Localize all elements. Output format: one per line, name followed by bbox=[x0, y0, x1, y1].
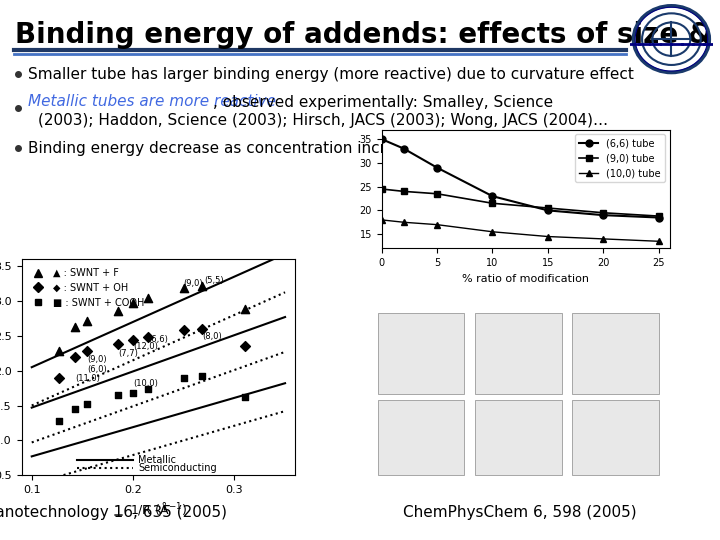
Point bbox=[70, 404, 81, 413]
(10,0) tube bbox=[599, 235, 608, 242]
Text: Semiconducting: Semiconducting bbox=[138, 463, 217, 473]
Text: Binding energy decrease as concentration increases: Binding energy decrease as concentration… bbox=[28, 140, 430, 156]
Text: (7,7): (7,7) bbox=[118, 349, 138, 358]
Point bbox=[239, 342, 251, 350]
Text: ChemPhysChem 6, 598 (2005): ChemPhysChem 6, 598 (2005) bbox=[403, 504, 636, 519]
(9,0) tube bbox=[599, 210, 608, 216]
Text: (c): (c) bbox=[574, 316, 589, 326]
Line: (6,6) tube: (6,6) tube bbox=[378, 136, 662, 221]
Text: (b): (b) bbox=[477, 316, 492, 326]
(10,0) tube bbox=[654, 238, 663, 245]
Text: (e): (e) bbox=[477, 402, 492, 413]
Point bbox=[197, 325, 208, 333]
Point bbox=[143, 293, 154, 302]
(9,0) tube bbox=[433, 191, 441, 197]
(10,0) tube bbox=[433, 221, 441, 228]
Text: (d): (d) bbox=[379, 402, 395, 413]
(6,6) tube bbox=[544, 207, 552, 214]
Point bbox=[112, 340, 124, 348]
(10,0) tube bbox=[544, 233, 552, 240]
Text: (2003); Haddon, Science (2003); Hirsch, JACS (2003); Wong, JACS (2004)…: (2003); Haddon, Science (2003); Hirsch, … bbox=[38, 112, 608, 127]
Point bbox=[81, 316, 93, 325]
Point bbox=[81, 347, 93, 355]
Text: (10,0): (10,0) bbox=[133, 379, 158, 388]
Line: (9,0) tube: (9,0) tube bbox=[378, 186, 662, 220]
Legend: (6,6) tube, (9,0) tube, (10,0) tube: (6,6) tube, (9,0) tube, (10,0) tube bbox=[575, 134, 665, 182]
Text: Binding energy of addends: effects of size & concentration: Binding energy of addends: effects of si… bbox=[15, 21, 720, 49]
Point bbox=[112, 307, 124, 316]
Text: (11,0): (11,0) bbox=[76, 374, 100, 383]
Point bbox=[81, 400, 93, 408]
Point bbox=[53, 373, 65, 382]
Text: (f): (f) bbox=[574, 402, 587, 413]
(10,0) tube bbox=[488, 228, 497, 235]
Point bbox=[70, 323, 81, 332]
Point bbox=[143, 333, 154, 342]
Point bbox=[143, 385, 154, 394]
Point bbox=[53, 416, 65, 425]
Text: Smaller tube has larger binding energy (more reactive) due to curvature effect: Smaller tube has larger binding energy (… bbox=[28, 66, 634, 82]
Text: (a): (a) bbox=[379, 316, 395, 326]
(6,6) tube bbox=[433, 164, 441, 171]
Text: (8,0): (8,0) bbox=[202, 333, 222, 341]
Text: (6,0): (6,0) bbox=[87, 365, 107, 374]
X-axis label: % ratio of modification: % ratio of modification bbox=[462, 274, 589, 284]
(10,0) tube bbox=[377, 217, 386, 223]
Point bbox=[178, 284, 189, 293]
Point bbox=[112, 391, 124, 400]
Point bbox=[127, 389, 139, 397]
(9,0) tube bbox=[654, 213, 663, 219]
Text: Metallic: Metallic bbox=[138, 455, 176, 465]
Point bbox=[239, 393, 251, 401]
Text: (12,0): (12,0) bbox=[133, 342, 158, 351]
Text: Nanotechnology 16, 635 (2005): Nanotechnology 16, 635 (2005) bbox=[0, 504, 227, 519]
(6,6) tube bbox=[488, 193, 497, 199]
X-axis label: 1/R (Å$^{-1}$): 1/R (Å$^{-1}$) bbox=[130, 501, 187, 517]
(6,6) tube bbox=[377, 136, 386, 143]
(9,0) tube bbox=[544, 205, 552, 211]
Text: (9,0): (9,0) bbox=[184, 280, 203, 288]
Text: Metallic tubes are more reactive: Metallic tubes are more reactive bbox=[28, 94, 276, 110]
Point bbox=[53, 347, 65, 355]
Legend: ▲ : SWNT + F, ◆ : SWNT + OH, ■ : SWNT + COOH: ▲ : SWNT + F, ◆ : SWNT + OH, ■ : SWNT + … bbox=[27, 264, 148, 312]
Text: (9,0): (9,0) bbox=[87, 355, 107, 364]
(9,0) tube bbox=[377, 186, 386, 192]
(10,0) tube bbox=[400, 219, 408, 226]
Line: (10,0) tube: (10,0) tube bbox=[378, 217, 662, 245]
Point bbox=[197, 281, 208, 290]
Text: , observed experimentally: Smalley, Science: , observed experimentally: Smalley, Scie… bbox=[213, 94, 553, 110]
(9,0) tube bbox=[488, 200, 497, 206]
Text: (6,6): (6,6) bbox=[148, 335, 168, 344]
(6,6) tube bbox=[654, 214, 663, 221]
Point bbox=[197, 371, 208, 380]
Point bbox=[127, 299, 139, 307]
(9,0) tube bbox=[400, 188, 408, 194]
Text: (5,5): (5,5) bbox=[204, 276, 224, 285]
Point bbox=[178, 325, 189, 334]
Point bbox=[70, 353, 81, 361]
(6,6) tube bbox=[400, 145, 408, 152]
(6,6) tube bbox=[599, 212, 608, 218]
Point bbox=[239, 305, 251, 314]
Point bbox=[178, 373, 189, 382]
Point bbox=[127, 336, 139, 345]
